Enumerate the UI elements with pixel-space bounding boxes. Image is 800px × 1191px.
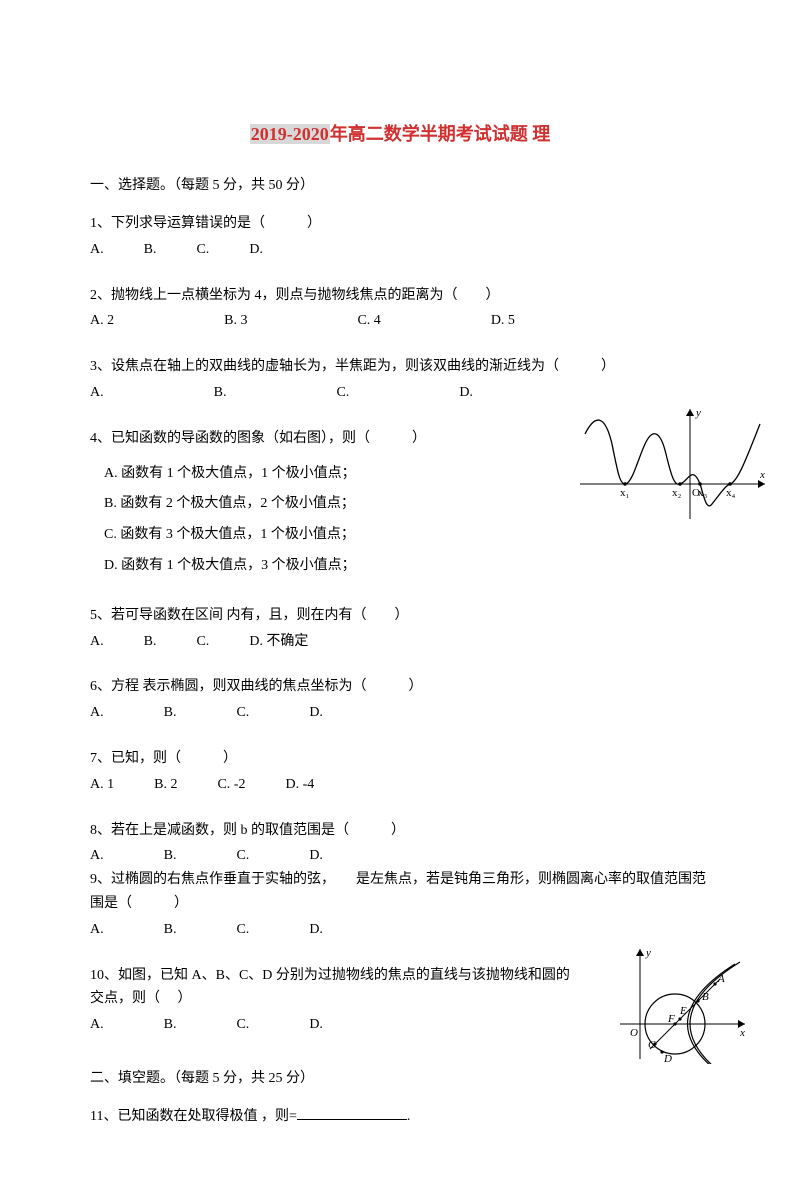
q1-opt-b: B. (144, 238, 157, 262)
page-title: 2019-2020年高二数学半期考试试题 理 (90, 120, 710, 146)
q2-stem: 2、抛物线上一点横坐标为 4，则点与抛物线焦点的距离为（ ） (90, 284, 710, 308)
q4-opt-c: C. 函数有 3 个极大值点，1 个极小值点； (104, 520, 510, 551)
q1-options: A. B. C. D. (90, 238, 710, 262)
q7-stem: 7、已知，则（ ） (90, 747, 710, 771)
q10-opt-a: A. (90, 1013, 104, 1037)
q6-opt-d: D. (309, 701, 323, 725)
question-7: 7、已知，则（ ） A. 1 B. 2 C. -2 D. -4 (90, 747, 710, 797)
derivative-graph-icon: x₁ x₂ x₃ x₄ O x y (580, 404, 770, 524)
g2-O: O (630, 1027, 638, 1039)
question-6: 6、方程 表示椭圆，则双曲线的焦点坐标为（ ） A. B. C. D. (90, 675, 710, 725)
q8-opt-b: B. (164, 844, 177, 868)
g1-x1: x₁ (620, 487, 630, 499)
q7-opt-a: A. 1 (90, 773, 114, 797)
title-highlight: 2019-2020 (250, 124, 330, 144)
q8-opt-d: D. (309, 844, 323, 868)
q8-opt-c: C. (236, 844, 249, 868)
q8-stem: 8、若在上是减函数，则 b 的取值范围是（ ） (90, 819, 710, 843)
q10-stem: 10、如图，已知 A、B、C、D 分别为过抛物线的焦点的直线与该抛物线和圆的交点… (90, 964, 570, 1012)
q3-opt-a: A. (90, 381, 104, 405)
q5-opt-c: C. (196, 630, 209, 654)
g1-yaxis: y (695, 407, 701, 419)
q5-opt-d: D. 不确定 (249, 630, 308, 654)
exam-page: 2019-2020年高二数学半期考试试题 理 一、选择题。（每题 5 分，共 5… (0, 0, 800, 1191)
question-8: 8、若在上是减函数，则 b 的取值范围是（ ） A. B. C. D. (90, 819, 710, 869)
q3-opt-b: B. (214, 381, 227, 405)
q8-opt-a: A. (90, 844, 104, 868)
q1-stem: 1、下列求导运算错误的是（ ） (90, 212, 710, 236)
g2-C: C (648, 1039, 656, 1051)
g2-E: E (679, 1005, 687, 1017)
q5-opt-b: B. (144, 630, 157, 654)
q3-stem: 3、设焦点在轴上的双曲线的虚轴长为，半焦距为，则该双曲线的渐近线为（ ） (90, 355, 710, 379)
q4-stem: 4、已知函数的导函数的图象（如右图），则（ ） (90, 427, 510, 451)
q7-opt-c: C. -2 (217, 773, 245, 797)
g1-O: O (692, 487, 700, 499)
q9-opt-b: B. (164, 918, 177, 942)
q10-options: A. B. C. D. (90, 1013, 570, 1037)
g1-x2: x₂ (672, 487, 682, 499)
q4-options: A. 函数有 1 个极大值点，1 个极小值点； B. 函数有 2 个极大值点，2… (104, 459, 510, 582)
q7-options: A. 1 B. 2 C. -2 D. -4 (90, 773, 710, 797)
q6-stem: 6、方程 表示椭圆，则双曲线的焦点坐标为（ ） (90, 675, 710, 699)
g2-F: F (667, 1013, 675, 1025)
g2-y: y (645, 947, 651, 959)
q11-stem-a: 11、已知函数在处取得极值 ，则= (90, 1109, 297, 1124)
g2-A: A (717, 973, 725, 985)
g1-x4: x₄ (726, 487, 736, 499)
q4-opt-d: D. 函数有 1 个极大值点，3 个极小值点； (104, 551, 510, 582)
q2-opt-d: D. 5 (491, 309, 515, 333)
q5-options: A. B. C. D. 不确定 (90, 630, 710, 654)
question-9: 9、过椭圆的右焦点作垂直于实轴的弦， 是左焦点，若是钝角三角形，则椭圆离心率的取… (90, 868, 710, 941)
g2-B: B (702, 991, 709, 1003)
question-1: 1、下列求导运算错误的是（ ） A. B. C. D. (90, 212, 710, 262)
q3-opt-d: D. (459, 381, 473, 405)
q1-opt-a: A. (90, 238, 104, 262)
g2-D: D (663, 1053, 672, 1064)
q6-opt-c: C. (236, 701, 249, 725)
parabola-circle-graph-icon: A B C D E F O x y (620, 944, 750, 1064)
q11-stem-b: . (407, 1109, 411, 1124)
q1-opt-d: D. (249, 238, 263, 262)
g1-xaxis: x (759, 469, 765, 481)
q6-opt-a: A. (90, 701, 104, 725)
section-2-heading: 二、填空题。（每题 5 分，共 25 分） (90, 1067, 710, 1087)
section-1-heading: 一、选择题。（每题 5 分，共 50 分） (90, 174, 710, 194)
question-5: 5、若可导函数在区间 内有，且，则在内有（ ） A. B. C. D. 不确定 (90, 604, 710, 654)
q4-opt-b: B. 函数有 2 个极大值点，2 个极小值点； (104, 489, 510, 520)
q2-opt-b: B. 3 (224, 309, 247, 333)
q6-options: A. B. C. D. (90, 701, 710, 725)
q7-opt-b: B. 2 (154, 773, 177, 797)
q3-opt-c: C. (336, 381, 349, 405)
q9-stem: 9、过椭圆的右焦点作垂直于实轴的弦， 是左焦点，若是钝角三角形，则椭圆离心率的取… (90, 868, 710, 916)
q10-opt-d: D. (309, 1013, 323, 1037)
q11-blank (297, 1105, 407, 1120)
q6-opt-b: B. (164, 701, 177, 725)
question-3: 3、设焦点在轴上的双曲线的虚轴长为，半焦距为，则该双曲线的渐近线为（ ） A. … (90, 355, 710, 405)
question-2: 2、抛物线上一点横坐标为 4，则点与抛物线焦点的距离为（ ） A. 2 B. 3… (90, 284, 710, 334)
q5-stem: 5、若可导函数在区间 内有，且，则在内有（ ） (90, 604, 710, 628)
q10-opt-c: C. (236, 1013, 249, 1037)
q9-opt-a: A. (90, 918, 104, 942)
q9-options: A. B. C. D. (90, 918, 710, 942)
q5-opt-a: A. (90, 630, 104, 654)
q8-options: A. B. C. D. (90, 844, 710, 868)
q2-opt-c: C. 4 (357, 309, 380, 333)
q1-opt-c: C. (196, 238, 209, 262)
question-11: 11、已知函数在处取得极值 ，则=. (90, 1105, 710, 1129)
q9-opt-c: C. (236, 918, 249, 942)
q10-opt-b: B. (164, 1013, 177, 1037)
g2-x: x (739, 1027, 745, 1039)
q2-opt-a: A. 2 (90, 309, 114, 333)
q9-opt-d: D. (309, 918, 323, 942)
q2-options: A. 2 B. 3 C. 4 D. 5 (90, 309, 710, 333)
question-10: 10、如图，已知 A、B、C、D 分别为过抛物线的焦点的直线与该抛物线和圆的交点… (90, 964, 710, 1037)
q4-opt-a: A. 函数有 1 个极大值点，1 个极小值点； (104, 459, 510, 490)
title-rest: 年高二数学半期考试试题 理 (330, 124, 551, 144)
q3-options: A. B. C. D. (90, 381, 710, 405)
q7-opt-d: D. -4 (285, 773, 314, 797)
